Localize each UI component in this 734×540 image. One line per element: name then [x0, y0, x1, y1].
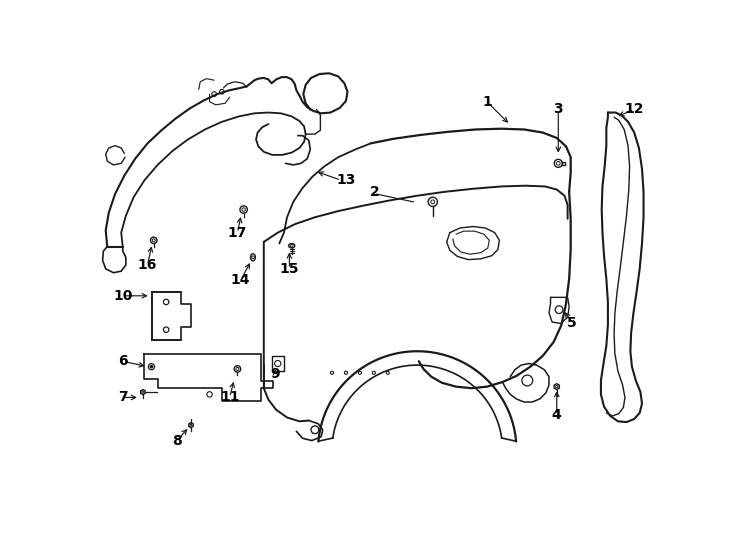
Text: 15: 15 [280, 262, 299, 276]
Text: 1: 1 [482, 94, 492, 109]
Text: 10: 10 [113, 289, 132, 303]
Circle shape [150, 366, 153, 368]
Text: 3: 3 [553, 103, 563, 117]
Text: 9: 9 [271, 367, 280, 381]
Text: 12: 12 [625, 103, 644, 117]
Text: 6: 6 [118, 354, 128, 368]
Text: 11: 11 [220, 390, 239, 404]
Text: 13: 13 [336, 173, 356, 187]
Text: 16: 16 [138, 258, 157, 272]
Text: 17: 17 [228, 226, 247, 240]
Text: 5: 5 [567, 316, 577, 330]
Text: 4: 4 [552, 408, 562, 422]
Text: 2: 2 [370, 185, 379, 199]
Text: 14: 14 [230, 273, 250, 287]
Text: 7: 7 [118, 390, 128, 404]
Text: 8: 8 [172, 434, 182, 448]
